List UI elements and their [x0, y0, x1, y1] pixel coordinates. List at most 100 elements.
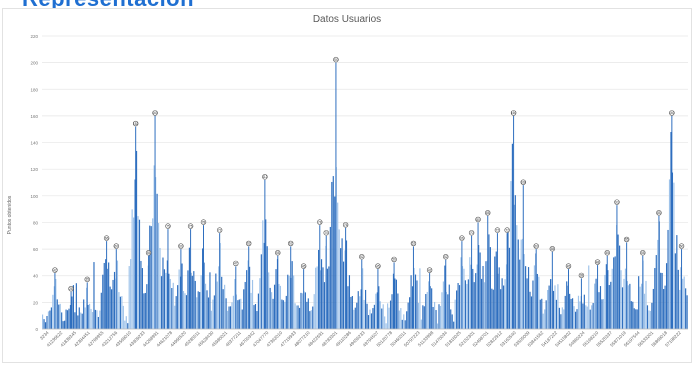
data-label: 160	[669, 111, 675, 115]
bar	[401, 319, 403, 329]
bar	[100, 292, 102, 329]
bar	[68, 308, 70, 329]
bar	[251, 279, 254, 329]
bar	[97, 316, 99, 329]
bar	[641, 283, 643, 329]
bar	[84, 307, 86, 329]
bar	[221, 276, 223, 329]
bar	[441, 292, 443, 329]
bar	[588, 265, 590, 329]
data-label: 78	[318, 220, 322, 224]
bar	[332, 176, 334, 329]
data-marker	[288, 240, 294, 247]
bar	[141, 268, 144, 329]
bar	[44, 322, 47, 329]
data-label: 52	[444, 255, 448, 259]
bar	[121, 296, 123, 329]
bar	[231, 302, 233, 329]
data-label: 75	[189, 224, 193, 228]
bar	[604, 274, 606, 329]
bar	[262, 220, 264, 329]
bar	[378, 286, 380, 329]
bar	[504, 279, 506, 329]
data-label: 60	[680, 244, 684, 248]
bar	[210, 310, 213, 329]
data-label: 160	[511, 111, 517, 115]
bar	[623, 278, 625, 329]
bar	[538, 276, 540, 329]
bar	[482, 265, 484, 329]
bar	[417, 302, 420, 329]
bar	[589, 309, 591, 329]
bar	[369, 309, 371, 329]
bar	[250, 292, 252, 329]
bar	[579, 301, 581, 329]
data-label: 45	[376, 264, 380, 268]
data-marker	[669, 110, 675, 116]
bar	[366, 303, 368, 329]
bar	[630, 301, 632, 329]
bar	[406, 311, 408, 329]
bar	[527, 267, 530, 329]
data-label: 62	[412, 242, 416, 246]
data-marker	[275, 250, 281, 256]
data-label: 48	[596, 260, 600, 264]
data-label: 62	[289, 242, 293, 246]
bar	[152, 218, 154, 329]
bar	[544, 309, 546, 329]
bar	[234, 279, 236, 329]
bar	[56, 299, 58, 329]
bar	[450, 309, 452, 329]
bar	[193, 271, 195, 329]
bar	[204, 283, 207, 329]
data-label: 65	[625, 238, 629, 242]
bar	[105, 259, 107, 329]
bar	[296, 305, 298, 329]
y-tick-label: 200	[30, 61, 38, 66]
bar	[235, 294, 237, 329]
bar	[88, 303, 91, 329]
bar	[668, 179, 671, 329]
bar	[458, 285, 461, 329]
bar	[50, 307, 52, 329]
bar	[365, 289, 367, 329]
bar-series	[42, 132, 688, 329]
bar	[166, 260, 168, 329]
bar	[685, 288, 687, 329]
data-marker	[533, 243, 539, 249]
bar	[439, 305, 442, 329]
bar	[461, 266, 464, 329]
bar	[168, 273, 170, 329]
bar	[431, 288, 433, 329]
bar	[288, 275, 290, 329]
bar	[228, 306, 230, 329]
bar	[661, 272, 663, 329]
bar	[530, 296, 533, 329]
data-marker	[216, 227, 223, 233]
bar	[318, 249, 320, 329]
bar	[592, 303, 594, 329]
bar	[448, 284, 450, 329]
data-label: 72	[496, 228, 500, 232]
bar	[403, 314, 405, 329]
bar	[199, 292, 201, 329]
bar	[360, 289, 362, 329]
bar	[599, 286, 602, 329]
bar	[90, 308, 92, 329]
data-marker	[200, 219, 207, 225]
bar	[372, 308, 374, 329]
bar	[620, 270, 622, 329]
bar	[78, 307, 80, 329]
bar	[451, 314, 453, 329]
bar	[106, 268, 108, 329]
bar	[657, 239, 659, 329]
data-label: 60	[115, 244, 119, 248]
bar	[411, 286, 414, 329]
bar	[55, 278, 57, 329]
bar	[643, 293, 646, 329]
bar	[432, 306, 434, 329]
y-tick-label: 220	[30, 34, 38, 39]
bar	[156, 193, 158, 329]
bar	[155, 177, 157, 329]
bar	[162, 257, 164, 329]
